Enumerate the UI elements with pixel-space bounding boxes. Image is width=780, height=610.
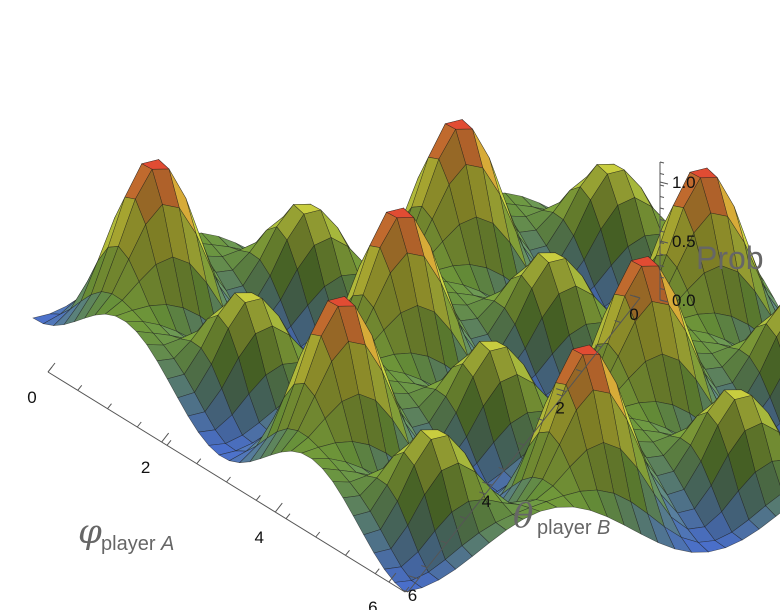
y-axis-symbol: θ xyxy=(513,496,533,536)
y-axis-minor-tick xyxy=(595,344,602,348)
y-axis-minor-tick xyxy=(498,467,505,470)
x-tick-label: 2 xyxy=(141,458,150,477)
x-axis-minor-tick xyxy=(107,403,112,409)
z-axis-major-tick xyxy=(659,240,669,244)
x-axis-sub: player A xyxy=(101,533,174,555)
y-axis-minor-tick xyxy=(614,320,621,323)
x-axis-major-tick xyxy=(47,362,56,373)
y-axis-minor-tick xyxy=(459,516,467,519)
x-axis-major-tick xyxy=(274,502,283,513)
z-axis-minor-tick xyxy=(659,253,665,256)
z-axis-minor-tick xyxy=(659,184,665,187)
y-tick-label: 4 xyxy=(482,492,491,511)
y-axis-minor-tick xyxy=(517,442,525,446)
y-axis-major-tick xyxy=(629,294,641,299)
x-axis-sub-italic: A xyxy=(160,533,174,555)
x-axis-minor-tick xyxy=(255,495,261,501)
y-axis-major-tick xyxy=(556,388,567,393)
y-axis-sub: player B xyxy=(537,517,610,539)
z-axis-minor-tick xyxy=(659,242,665,244)
z-axis-minor-tick xyxy=(659,196,665,198)
y-tick-label: 6 xyxy=(408,586,417,605)
x-axis-minor-tick xyxy=(226,476,231,483)
z-axis-minor-tick xyxy=(659,219,665,221)
y-axis-minor-tick xyxy=(556,393,563,397)
x-axis-minor-tick xyxy=(77,385,83,391)
z-axis-minor-tick xyxy=(659,207,665,210)
z-tick-label: 0.0 xyxy=(672,291,696,310)
z-axis-minor-tick xyxy=(659,265,665,267)
z-tick-label: 0.5 xyxy=(672,232,696,251)
x-axis-minor-tick xyxy=(285,513,291,519)
y-tick-label: 0 xyxy=(629,305,638,324)
y-axis-minor-tick xyxy=(575,369,583,372)
y-axis-minor-tick xyxy=(421,565,428,568)
x-axis-minor-tick xyxy=(315,531,321,538)
z-axis-major-tick xyxy=(659,181,669,185)
z-axis-minor-tick xyxy=(659,173,665,175)
x-axis-minor-tick xyxy=(345,550,350,556)
surface-quad xyxy=(776,331,780,348)
z-axis-major-tick xyxy=(659,299,669,303)
z-tick-label: 1.0 xyxy=(672,173,696,192)
axes: 0 2 4 6 0 2 4 6 0.0 0.5 1.0 xyxy=(27,161,696,610)
y-axis-minor-tick xyxy=(440,540,447,544)
x-axis-symbol: φ xyxy=(78,512,102,552)
y-axis-minor-tick xyxy=(401,589,409,593)
x-axis-minor-tick xyxy=(166,440,172,446)
x-axis-minor-tick xyxy=(374,568,380,574)
y-axis-minor-tick xyxy=(479,491,486,495)
z-axis-title: Prob xyxy=(696,240,764,276)
y-axis-major-tick xyxy=(408,575,419,580)
z-axis-minor-tick xyxy=(659,230,665,233)
y-axis-minor-tick xyxy=(537,418,544,421)
x-tick-label: 4 xyxy=(255,528,264,547)
x-axis-major-tick xyxy=(388,572,397,583)
y-axis-sub-main: player xyxy=(537,517,597,539)
y-tick-label: 2 xyxy=(555,399,564,418)
x-tick-label: 0 xyxy=(27,388,36,407)
y-axis-sub-italic: B xyxy=(597,517,610,539)
x-axis-sub-main: player xyxy=(101,533,161,555)
y-axis-major-tick xyxy=(482,481,493,486)
x-axis-title: φ player A xyxy=(78,512,174,555)
surface-mesh xyxy=(32,118,780,593)
x-tick-label: 6 xyxy=(368,598,377,610)
x-axis-minor-tick xyxy=(136,421,142,428)
x-axis-major-tick xyxy=(161,432,170,443)
x-axis-minor-tick xyxy=(196,458,202,464)
y-axis-title: θ player B xyxy=(513,496,610,539)
z-axis-minor-tick xyxy=(659,288,665,290)
z-axis-minor-tick xyxy=(659,276,665,279)
z-axis-minor-tick xyxy=(659,161,665,164)
